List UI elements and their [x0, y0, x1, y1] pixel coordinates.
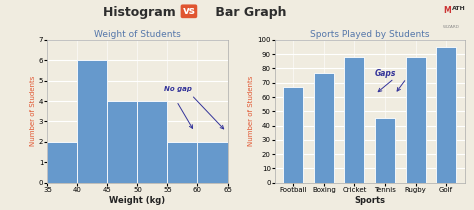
Bar — [314, 73, 334, 183]
Bar — [283, 87, 303, 183]
Bar — [406, 57, 426, 183]
Bar — [436, 47, 456, 183]
Bar — [167, 142, 198, 183]
Bar — [345, 57, 365, 183]
Title: Weight of Students: Weight of Students — [94, 30, 181, 39]
Text: M: M — [443, 6, 451, 15]
Text: Gaps: Gaps — [374, 69, 396, 78]
Text: Histogram: Histogram — [103, 6, 180, 19]
X-axis label: Weight (kg): Weight (kg) — [109, 196, 165, 205]
Bar — [47, 142, 77, 183]
Text: Bar Graph: Bar Graph — [211, 6, 286, 19]
Y-axis label: Number of Students: Number of Students — [248, 76, 255, 147]
Text: No gap: No gap — [164, 86, 192, 92]
Bar — [137, 101, 167, 183]
Bar — [77, 60, 108, 183]
Text: ATH: ATH — [452, 6, 465, 11]
X-axis label: Sports: Sports — [354, 196, 385, 205]
Y-axis label: Number of Students: Number of Students — [30, 76, 36, 147]
Bar — [375, 118, 395, 183]
Bar — [108, 101, 137, 183]
Bar — [198, 142, 228, 183]
Text: WIZARD: WIZARD — [443, 25, 460, 29]
Title: Sports Played by Students: Sports Played by Students — [310, 30, 429, 39]
Text: vs: vs — [182, 6, 195, 16]
